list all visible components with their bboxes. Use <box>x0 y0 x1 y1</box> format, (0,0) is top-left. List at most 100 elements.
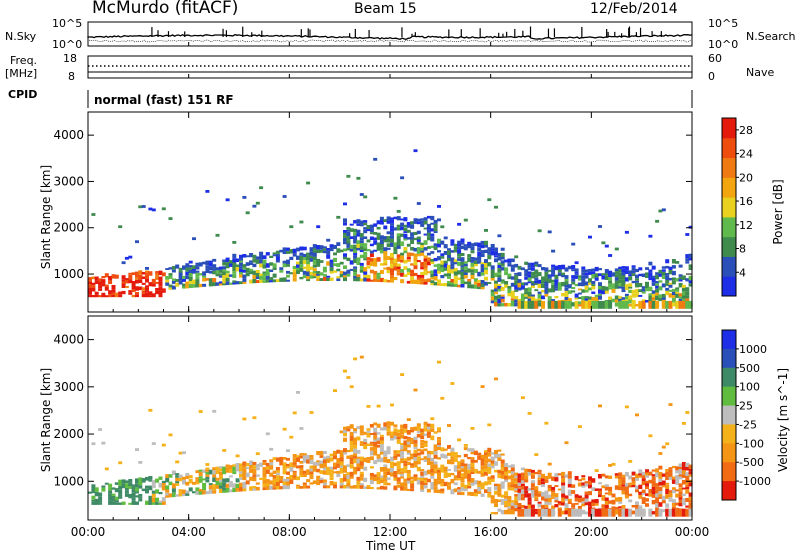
heatmap-cell <box>577 495 582 498</box>
heatmap-cell <box>359 429 364 434</box>
heatmap-cell <box>534 508 539 512</box>
heatmap-cell <box>678 499 683 503</box>
heatmap-cell <box>494 499 498 504</box>
heatmap-cell <box>608 283 613 288</box>
heatmap-cell <box>416 247 421 252</box>
heatmap-cell <box>527 291 532 297</box>
heatmap-cell <box>302 455 307 459</box>
heatmap-cell <box>671 291 676 296</box>
heatmap-cell <box>135 478 139 481</box>
heatmap-cell <box>363 431 368 435</box>
heatmap-cell <box>329 453 334 457</box>
heatmap-cell <box>430 222 435 225</box>
heatmap-cell <box>366 428 371 431</box>
heatmap-cell <box>306 255 311 261</box>
heatmap-cell <box>363 246 368 249</box>
heatmap-cell <box>322 482 327 486</box>
heatmap-cell <box>390 235 394 239</box>
heatmap-cell <box>618 276 623 280</box>
heatmap-cell <box>534 269 539 275</box>
heatmap-cell <box>614 268 619 272</box>
heatmap-cell <box>249 279 254 284</box>
heatmap-cell <box>393 263 398 267</box>
heatmap-cell <box>306 181 311 185</box>
heatmap-cell <box>145 278 149 283</box>
heatmap-cell <box>453 454 458 458</box>
heatmap-cell <box>400 428 405 432</box>
heatmap-cell <box>487 198 492 202</box>
heatmap-cell <box>369 228 374 233</box>
heatmap-cell <box>688 283 693 287</box>
heatmap-cell <box>165 492 170 496</box>
heatmap-cell <box>353 220 358 224</box>
heatmap-cell <box>339 469 344 474</box>
heatmap-cell <box>363 248 368 251</box>
heatmap-cell <box>410 236 415 240</box>
heatmap-cell <box>188 478 193 484</box>
heatmap-cell <box>447 264 451 269</box>
heatmap-cell <box>366 257 371 261</box>
heatmap-cell <box>101 441 106 445</box>
heatmap-cell <box>94 500 99 505</box>
heatmap-cell <box>624 300 629 309</box>
heatmap-cell <box>138 279 143 283</box>
heatmap-cell <box>544 286 549 288</box>
heatmap-cell <box>594 469 599 472</box>
heatmap-cell <box>383 422 388 427</box>
heatmap-cell <box>641 471 646 476</box>
heatmap-cell <box>530 469 535 473</box>
heatmap-cell <box>688 474 693 477</box>
heatmap-cell <box>628 482 633 485</box>
heatmap-cell <box>490 512 495 515</box>
heatmap-cell <box>494 283 498 287</box>
heatmap-cell <box>457 246 462 249</box>
heatmap-cell <box>497 288 502 292</box>
heatmap-cell <box>527 468 532 472</box>
heatmap-cell <box>286 476 290 479</box>
heatmap-cell <box>349 476 354 479</box>
heatmap-cell <box>286 259 290 265</box>
heatmap-cell <box>467 457 472 460</box>
heatmap-cell <box>678 300 683 309</box>
heatmap-cell <box>433 454 438 459</box>
heatmap-cell <box>292 475 297 478</box>
heatmap-cell <box>487 247 492 252</box>
heatmap-cell <box>665 494 670 499</box>
heatmap-cell <box>624 284 629 288</box>
heatmap-cell <box>494 483 498 486</box>
heatmap-cell <box>460 257 465 262</box>
heatmap-cell <box>406 438 411 442</box>
heatmap-cell <box>329 466 334 470</box>
heatmap-cell <box>430 274 435 278</box>
heatmap-cell <box>400 259 405 263</box>
heatmap-cell <box>289 467 294 472</box>
heatmap-cell <box>88 282 92 285</box>
heatmap-cell <box>343 369 347 373</box>
heatmap-cell <box>651 490 656 495</box>
heatmap-cell <box>557 272 562 277</box>
heatmap-cell <box>450 447 455 452</box>
heatmap-cell <box>524 493 529 498</box>
heatmap-cell <box>138 485 143 489</box>
heatmap-cell <box>678 487 683 492</box>
heatmap-cell <box>373 477 378 482</box>
heatmap-cell <box>249 476 254 481</box>
heatmap-cell <box>557 488 562 491</box>
heatmap-cell <box>329 472 334 475</box>
heatmap-cell <box>537 501 542 504</box>
heatmap-cell <box>611 298 616 303</box>
heatmap-cell <box>118 225 123 229</box>
heatmap-cell <box>500 463 505 468</box>
heatmap-cell <box>635 289 639 294</box>
heatmap-cell <box>396 210 401 213</box>
heatmap-cell <box>675 300 680 309</box>
heatmap-cell <box>477 251 482 256</box>
heatmap-cell <box>182 451 186 455</box>
heatmap-cell <box>588 476 592 481</box>
beam-title: Beam 15 <box>354 1 417 17</box>
heatmap-cell <box>225 270 230 274</box>
heatmap-cell <box>289 462 294 468</box>
heatmap-cell <box>541 283 545 288</box>
heatmap-cell <box>530 483 535 488</box>
heatmap-cell <box>604 269 609 274</box>
